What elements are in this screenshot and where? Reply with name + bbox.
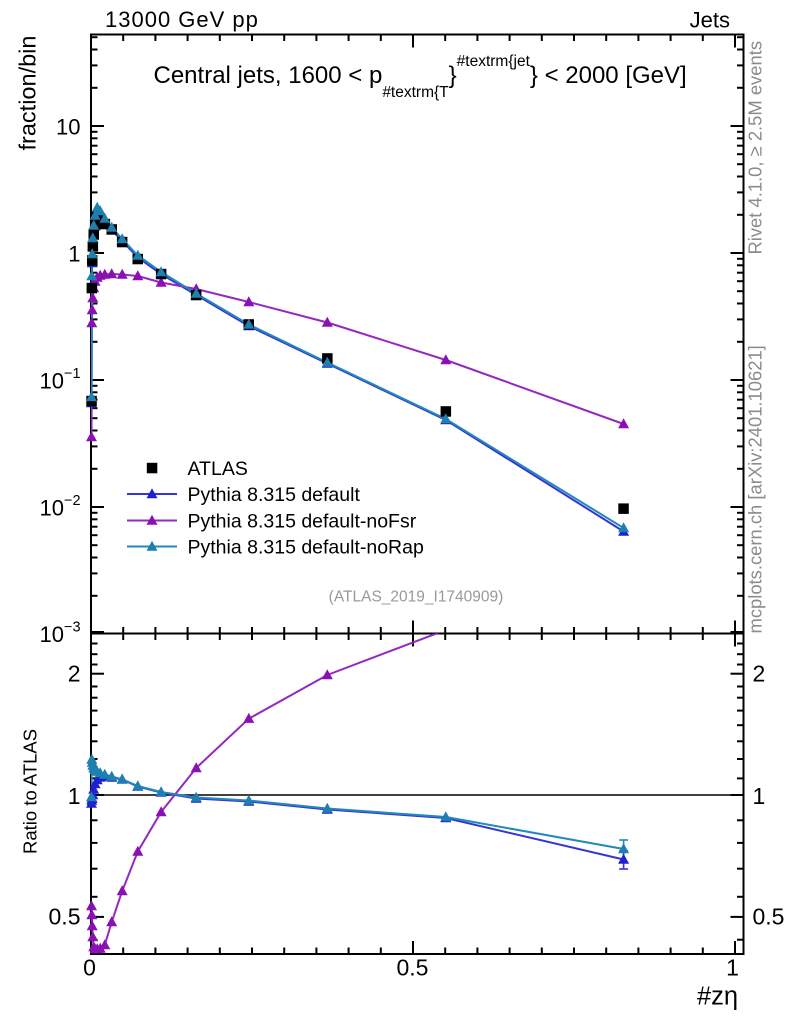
svg-text:Ratio to ATLAS: Ratio to ATLAS	[20, 729, 41, 854]
svg-text:Pythia 8.315 default: Pythia 8.315 default	[188, 484, 361, 506]
svg-text:Jets: Jets	[690, 8, 730, 33]
svg-text:1: 1	[753, 783, 766, 809]
svg-text:0.5: 0.5	[753, 904, 785, 930]
svg-text:2: 2	[68, 661, 81, 687]
svg-text:1: 1	[726, 955, 739, 981]
svg-text:Pythia 8.315 default-noFsr: Pythia 8.315 default-noFsr	[188, 510, 417, 532]
svg-text:#zη: #zη	[697, 983, 738, 1011]
svg-text:1: 1	[68, 783, 81, 809]
svg-text:Pythia 8.315 default-noRap: Pythia 8.315 default-noRap	[188, 536, 424, 558]
svg-text:1: 1	[68, 242, 80, 267]
svg-text:13000 GeV pp: 13000 GeV pp	[105, 7, 259, 32]
svg-text:ATLAS: ATLAS	[188, 458, 248, 480]
svg-text:fraction/bin: fraction/bin	[15, 36, 41, 151]
svg-text:Rivet 4.1.0, ≥ 2.5M events: Rivet 4.1.0, ≥ 2.5M events	[745, 41, 766, 255]
svg-text:2: 2	[753, 661, 766, 687]
svg-text:0.5: 0.5	[397, 955, 429, 981]
svg-text:0.5: 0.5	[49, 904, 81, 930]
svg-text:mcplots.cern.ch [arXiv:2401.10: mcplots.cern.ch [arXiv:2401.10621]	[745, 345, 766, 633]
svg-text:(ATLAS_2019_I1740909): (ATLAS_2019_I1740909)	[329, 589, 504, 606]
svg-text:10: 10	[56, 115, 80, 140]
svg-text:0: 0	[83, 955, 96, 981]
